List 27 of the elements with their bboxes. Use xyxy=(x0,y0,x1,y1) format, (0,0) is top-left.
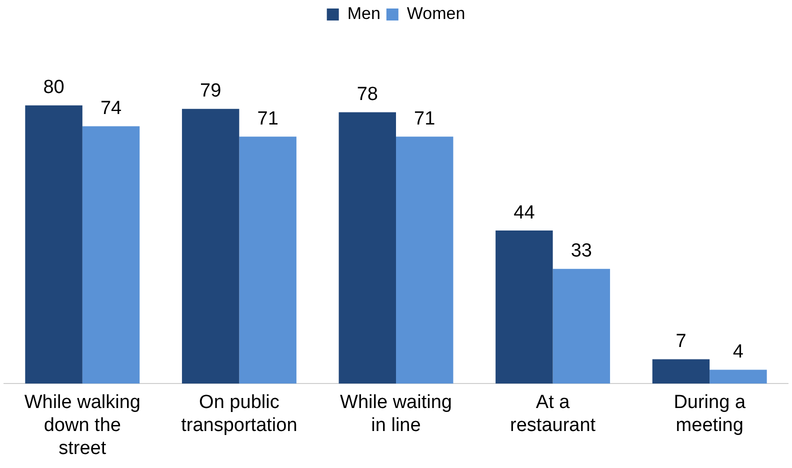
data-label: 4 xyxy=(732,341,744,362)
legend-label: Women xyxy=(406,4,466,24)
data-label: 71 xyxy=(257,108,278,130)
data-label: 71 xyxy=(414,108,436,130)
bar xyxy=(338,112,396,384)
bar xyxy=(239,136,296,384)
bar xyxy=(396,136,454,384)
bar xyxy=(552,268,610,384)
x-tick-label: During a meeting xyxy=(674,392,746,436)
data-label: 7 xyxy=(676,330,686,352)
x-tick-label: On public transportation xyxy=(181,392,298,436)
data-label: 74 xyxy=(100,98,122,119)
bar xyxy=(652,359,710,384)
data-label: 33 xyxy=(570,240,592,262)
data-label: 79 xyxy=(200,80,222,102)
data-label: 80 xyxy=(43,77,64,98)
x-tick-label: At a restaurant xyxy=(510,392,596,436)
bar xyxy=(182,108,240,384)
data-label: 44 xyxy=(514,202,536,224)
bar xyxy=(496,230,553,384)
bar xyxy=(82,126,140,384)
bar xyxy=(710,370,767,384)
x-tick-label: While walking down the street xyxy=(24,392,140,459)
bar xyxy=(25,105,82,384)
legend-label: Men xyxy=(347,4,380,24)
x-tick-label: While waiting in line xyxy=(340,392,452,436)
data-label: 78 xyxy=(356,84,378,106)
